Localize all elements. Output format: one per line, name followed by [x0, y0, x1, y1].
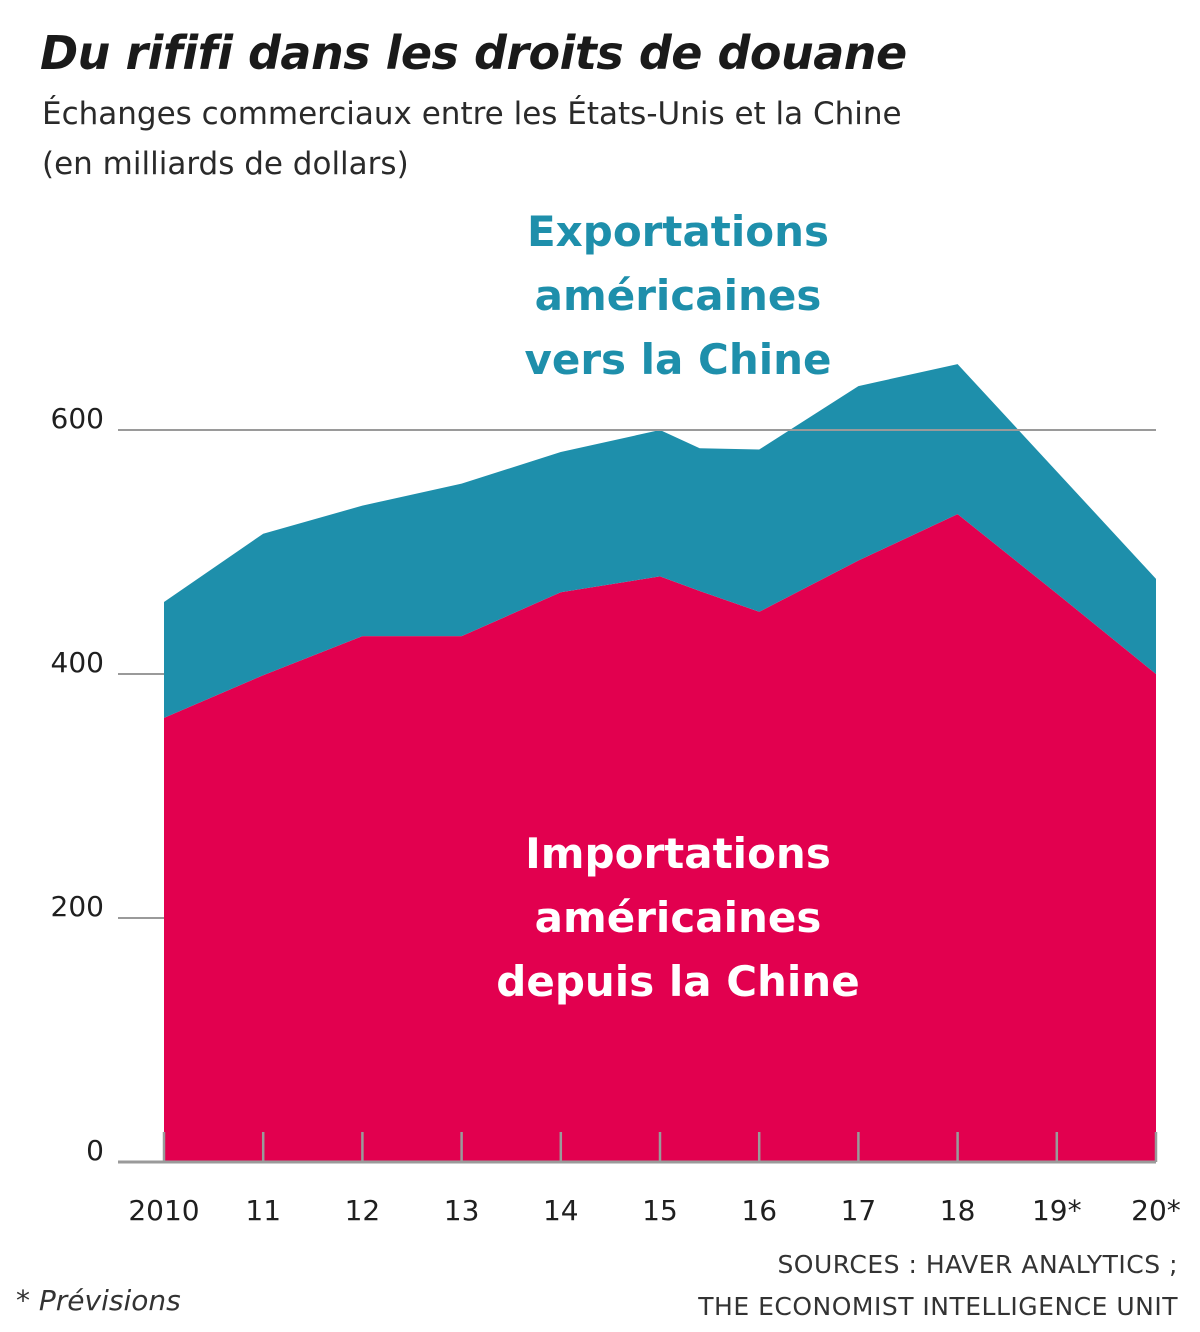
x-tick-label: 14: [543, 1194, 579, 1227]
x-tick-label: 17: [841, 1194, 877, 1227]
x-tick-label: 11: [245, 1194, 281, 1227]
forecast-footnote: * Prévisions: [16, 1284, 181, 1317]
x-tick-label: 15: [642, 1194, 678, 1227]
y-tick-label: 400: [51, 646, 104, 679]
series-label-imports: Importations: [525, 829, 831, 878]
y-tick-label: 200: [51, 890, 104, 923]
series-label-imports: depuis la Chine: [496, 957, 859, 1006]
series-label-exports: vers la Chine: [524, 335, 831, 384]
x-tick-label: 12: [345, 1194, 381, 1227]
x-tick-label: 20*: [1131, 1194, 1181, 1227]
exports-area: [164, 364, 1156, 718]
sources-line-2: THE ECONOMIST INTELLIGENCE UNIT: [698, 1292, 1178, 1321]
series-label-imports: américaines: [535, 893, 822, 942]
chart-unit-note: (en milliards de dollars): [42, 146, 409, 182]
y-tick-label: 0: [86, 1134, 104, 1167]
series-label-exports: américaines: [535, 271, 822, 320]
x-tick-label: 19*: [1032, 1194, 1082, 1227]
series-label-exports: Exportations: [527, 207, 829, 256]
x-tick-label: 2010: [128, 1194, 199, 1227]
y-tick-label: 600: [51, 402, 104, 435]
x-tick-label: 13: [444, 1194, 480, 1227]
chart-subtitle: Échanges commerciaux entre les États-Uni…: [42, 96, 902, 132]
chart-title: Du rififi dans les droits de douane: [40, 26, 907, 80]
imports-area: [164, 514, 1156, 1162]
x-tick-label: 18: [940, 1194, 976, 1227]
sources-line-1: SOURCES : HAVER ANALYTICS ;: [777, 1250, 1178, 1279]
x-tick-label: 16: [741, 1194, 777, 1227]
